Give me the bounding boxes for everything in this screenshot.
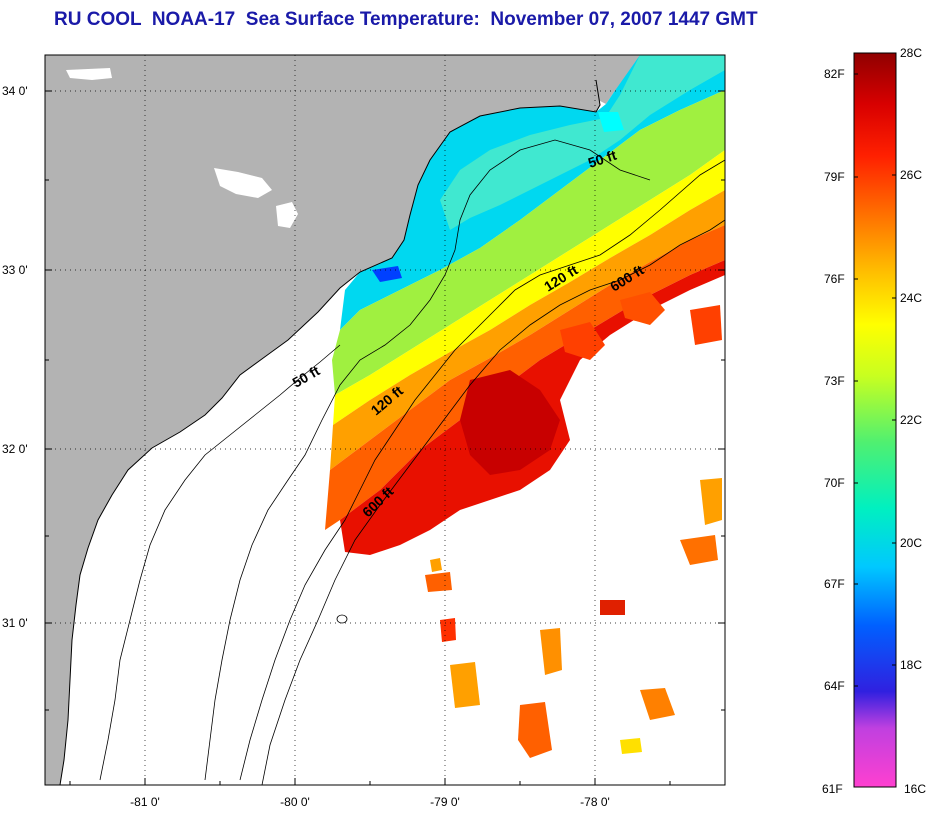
land-mass [45, 55, 600, 785]
island-marker [336, 614, 348, 624]
colorbar-c-label: 28C [900, 46, 922, 60]
lon-label-79: -79 0' [430, 795, 460, 809]
lat-label-34: 34 0' [2, 84, 28, 98]
lon-label-80: -80 0' [280, 795, 310, 809]
land-northeast [590, 55, 640, 104]
lon-label-81: -81 0' [130, 795, 160, 809]
colorbar-f-label: 67F [824, 577, 845, 591]
graticule [45, 55, 725, 785]
contour-600ft [261, 219, 725, 785]
colorbar-c-label: 24C [900, 291, 922, 305]
lake [66, 68, 112, 80]
lat-label-33: 33 0' [2, 263, 28, 277]
lon-label-78: -78 0' [580, 795, 610, 809]
sst-swath [325, 55, 725, 758]
colorbar-c-label: 18C [900, 658, 922, 672]
coastline-inner [99, 344, 341, 781]
coastline [59, 79, 601, 785]
colorbar-ticks [854, 52, 896, 687]
lat-label-32: 32 0' [2, 442, 28, 456]
colorbar-c-label: 16C [904, 782, 926, 796]
colorbar [853, 52, 897, 788]
colorbar-f-label: 82F [824, 67, 845, 81]
lake [276, 202, 298, 228]
colorbar-f-label: 70F [824, 476, 845, 490]
colorbar-f-label: 73F [824, 374, 845, 388]
lat-label-31: 31 0' [2, 616, 28, 630]
colorbar-f-label: 76F [824, 272, 845, 286]
map-frame [44, 54, 726, 786]
colorbar-c-label: 20C [900, 536, 922, 550]
colorbar-c-label: 26C [900, 168, 922, 182]
colorbar-f-label: 64F [824, 679, 845, 693]
contour-120ft [239, 159, 725, 781]
lake [214, 168, 272, 198]
colorbar-f-label: 79F [824, 170, 845, 184]
colorbar-c-label: 22C [900, 413, 922, 427]
map-ticks [45, 90, 725, 785]
map-title: RU COOL NOAA-17 Sea Surface Temperature:… [54, 9, 758, 30]
colorbar-f-label: 61F [822, 782, 843, 796]
contour-50ft [204, 139, 651, 781]
